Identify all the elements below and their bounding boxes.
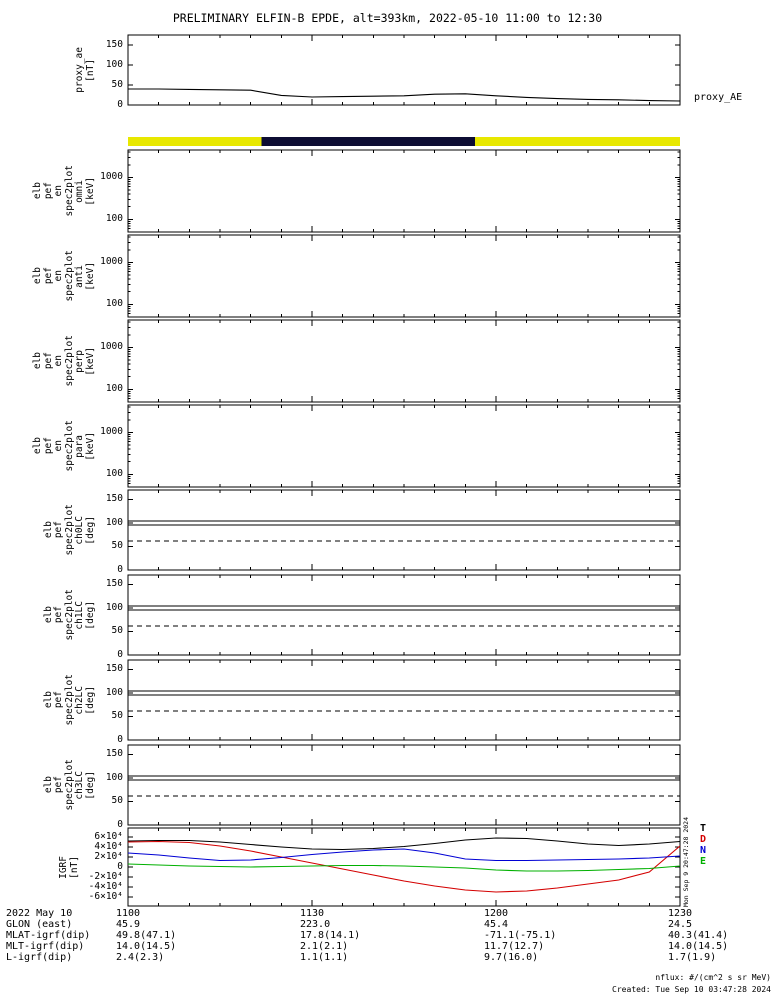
glon-value: 45.4 bbox=[484, 919, 509, 930]
annotation-row-lshell: L-igrf(dip) 2.4(2.3) 1.1(1.1) 9.7(16.0) … bbox=[0, 952, 775, 963]
pa_ch3-frame bbox=[127, 744, 681, 826]
glon-value: 223.0 bbox=[300, 919, 331, 930]
availability-segment bbox=[128, 137, 262, 146]
time-tick-label: 1230 bbox=[668, 908, 693, 919]
spec_para-frame bbox=[127, 404, 681, 488]
lshell-value: 2.4(2.3) bbox=[116, 952, 165, 963]
side-timestamp-text: Mon Sep 9 20:47:28 2024 bbox=[682, 816, 690, 907]
mlat-value: 17.8(14.1) bbox=[300, 930, 361, 941]
mlt-value: 2.1(2.1) bbox=[300, 941, 349, 952]
mlat-value: -71.1(-75.1) bbox=[484, 930, 557, 941]
pa_ch1-frame bbox=[127, 574, 681, 656]
annotation-row-time: 2022 May 10 1100 1130 1200 1230 bbox=[0, 908, 775, 919]
mlt-value: 14.0(14.5) bbox=[668, 941, 729, 952]
mlt-value: 11.7(12.7) bbox=[484, 941, 545, 952]
annotation-row-glon: GLON (east) 45.9 223.0 45.4 24.5 bbox=[0, 919, 775, 930]
glon-value: 24.5 bbox=[668, 919, 693, 930]
proxy_ae-frame bbox=[127, 34, 681, 106]
mlat-label: MLAT-igrf(dip) bbox=[6, 930, 91, 941]
pa_ch0-frame bbox=[127, 489, 681, 571]
lshell-value: 9.7(16.0) bbox=[484, 952, 539, 963]
proxy_ae-series-proxy_AE bbox=[128, 88, 681, 102]
glon-label: GLON (east) bbox=[6, 919, 73, 930]
glon-value: 45.9 bbox=[116, 919, 141, 930]
pa_ch2-frame bbox=[127, 659, 681, 741]
spec_omni-frame bbox=[127, 149, 681, 233]
time-tick-label: 1130 bbox=[300, 908, 325, 919]
annotation-row-mlt: MLT-igrf(dip) 14.0(14.5) 2.1(2.1) 11.7(1… bbox=[0, 941, 775, 952]
availability-segment bbox=[475, 137, 680, 146]
igrf-series-T bbox=[127, 837, 681, 851]
time-tick-label: 1100 bbox=[116, 908, 141, 919]
mlt-label: MLT-igrf(dip) bbox=[6, 941, 85, 952]
igrf-series-N bbox=[127, 848, 681, 862]
side-timestamp: Mon Sep 9 20:47:28 2024 bbox=[682, 816, 690, 908]
lshell-value: 1.1(1.1) bbox=[300, 952, 349, 963]
lshell-label: L-igrf(dip) bbox=[6, 952, 73, 963]
lshell-value: 1.7(1.9) bbox=[668, 952, 717, 963]
igrf-frame bbox=[127, 827, 681, 907]
date-label: 2022 May 10 bbox=[6, 908, 73, 919]
mlat-value: 49.8(47.1) bbox=[116, 930, 177, 941]
time-tick-label: 1200 bbox=[484, 908, 509, 919]
mlat-value: 40.3(41.4) bbox=[668, 930, 729, 941]
spec_anti-frame bbox=[127, 234, 681, 318]
mlt-value: 14.0(14.5) bbox=[116, 941, 177, 952]
availability-segment bbox=[261, 137, 476, 146]
plot-title: PRELIMINARY ELFIN-B EPDE, alt=393km, 202… bbox=[172, 11, 603, 25]
nflux-units-note: nflux: #/(cm^2 s sr MeV) bbox=[655, 973, 771, 982]
spec_perp-frame bbox=[127, 319, 681, 403]
igrf-series-D bbox=[127, 840, 681, 893]
igrf-series-E bbox=[127, 863, 681, 872]
created-timestamp: Created: Tue Sep 10 03:47:28 2024 bbox=[612, 985, 771, 994]
annotation-row-mlat: MLAT-igrf(dip) 49.8(47.1) 17.8(14.1) -71… bbox=[0, 930, 775, 941]
